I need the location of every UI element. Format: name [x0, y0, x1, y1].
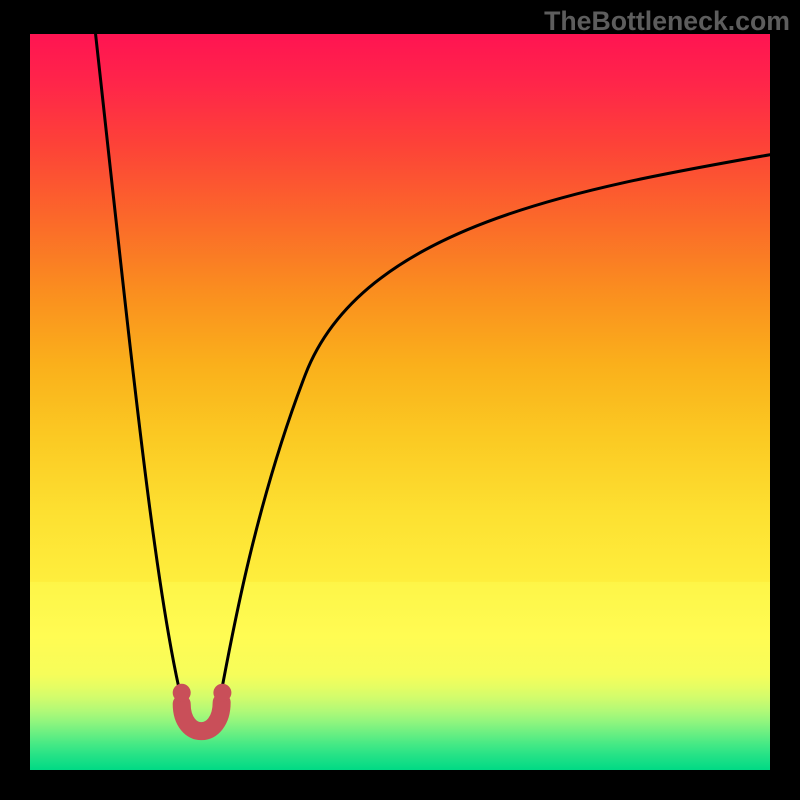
bottleneck-chart [0, 0, 800, 800]
u-marker-dot-right [213, 684, 231, 702]
watermark-text: TheBottleneck.com [544, 6, 790, 37]
u-marker-dot-left [173, 684, 191, 702]
gradient-background [30, 34, 770, 770]
